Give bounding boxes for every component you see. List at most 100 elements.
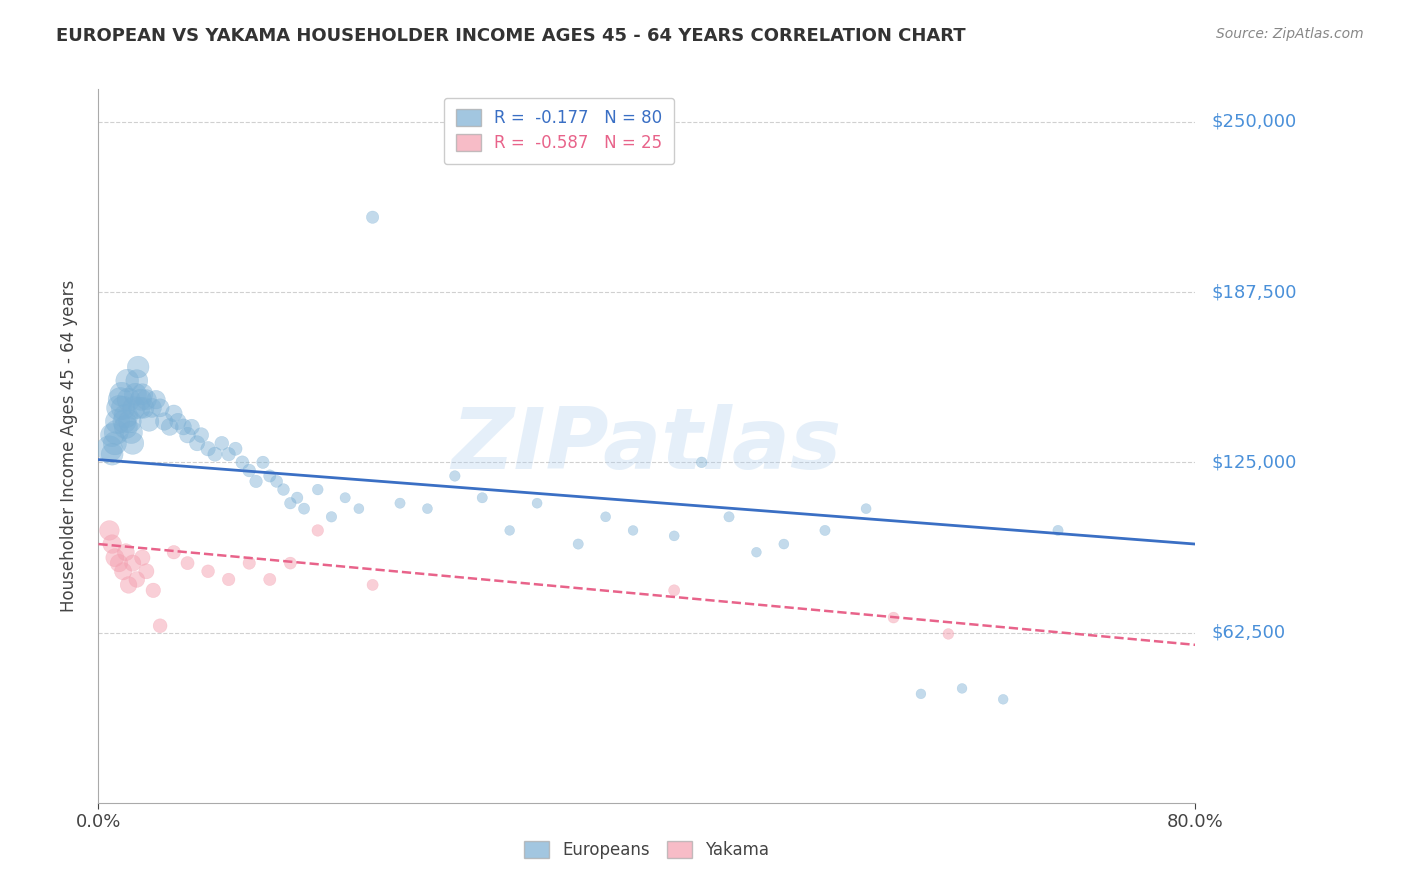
Point — [718, 509, 741, 524]
Text: $187,500: $187,500 — [1212, 283, 1298, 301]
Point — [444, 469, 467, 483]
Point — [112, 401, 135, 415]
Point — [122, 401, 145, 415]
Point — [883, 610, 905, 624]
Text: EUROPEAN VS YAKAMA HOUSEHOLDER INCOME AGES 45 - 64 YEARS CORRELATION CHART: EUROPEAN VS YAKAMA HOUSEHOLDER INCOME AG… — [56, 27, 966, 45]
Point — [125, 374, 148, 388]
Point — [238, 463, 260, 477]
Point — [218, 573, 240, 587]
Point — [280, 496, 302, 510]
Point — [186, 436, 208, 450]
Point — [499, 524, 522, 538]
Point — [621, 524, 644, 538]
Point — [526, 496, 548, 510]
Point — [567, 537, 589, 551]
Text: $62,500: $62,500 — [1212, 624, 1286, 641]
Point — [141, 401, 163, 415]
Point — [690, 455, 713, 469]
Point — [1046, 524, 1070, 538]
Y-axis label: Householder Income Ages 45 - 64 years: Householder Income Ages 45 - 64 years — [59, 280, 77, 612]
Point — [101, 428, 124, 442]
Text: ZIPatlas: ZIPatlas — [451, 404, 842, 488]
Point — [266, 475, 288, 489]
Point — [204, 447, 226, 461]
Point — [118, 415, 141, 429]
Point — [347, 501, 370, 516]
Point — [114, 415, 136, 429]
Point — [471, 491, 494, 505]
Point — [117, 392, 139, 407]
Point — [159, 420, 181, 434]
Point — [292, 501, 315, 516]
Point — [855, 501, 877, 516]
Point — [117, 578, 139, 592]
Point — [197, 442, 219, 456]
Point — [131, 387, 153, 401]
Point — [910, 687, 932, 701]
Point — [361, 211, 384, 225]
Point — [167, 415, 190, 429]
Point — [321, 509, 343, 524]
Point — [273, 483, 295, 497]
Point — [416, 501, 439, 516]
Point — [153, 415, 176, 429]
Point — [105, 425, 128, 440]
Point — [115, 409, 138, 423]
Point — [176, 428, 198, 442]
Point — [110, 392, 132, 407]
Text: $250,000: $250,000 — [1212, 113, 1298, 131]
Point — [664, 583, 686, 598]
Point — [121, 556, 143, 570]
Point — [938, 627, 960, 641]
Point — [104, 550, 127, 565]
Point — [307, 483, 329, 497]
Point — [120, 425, 142, 440]
Point — [218, 447, 240, 461]
Point — [245, 475, 267, 489]
Point — [115, 374, 138, 388]
Point — [197, 564, 219, 578]
Point — [145, 392, 167, 407]
Text: $125,000: $125,000 — [1212, 453, 1298, 471]
Point — [231, 455, 253, 469]
Point — [238, 556, 260, 570]
Point — [176, 556, 198, 570]
Point — [993, 692, 1015, 706]
Point — [124, 387, 146, 401]
Point — [280, 556, 302, 570]
Point — [595, 509, 617, 524]
Point — [252, 455, 274, 469]
Point — [745, 545, 768, 559]
Point — [149, 401, 172, 415]
Point — [814, 524, 837, 538]
Point — [101, 537, 124, 551]
Point — [128, 401, 150, 415]
Point — [259, 469, 281, 483]
Point — [172, 420, 194, 434]
Point — [115, 545, 138, 559]
Legend: Europeans, Yakama: Europeans, Yakama — [517, 834, 776, 866]
Point — [131, 550, 153, 565]
Point — [98, 524, 121, 538]
Point — [127, 359, 149, 374]
Point — [121, 436, 143, 450]
Point — [259, 573, 281, 587]
Point — [773, 537, 796, 551]
Point — [211, 436, 233, 450]
Point — [107, 415, 129, 429]
Point — [163, 406, 186, 420]
Point — [307, 524, 329, 538]
Point — [125, 573, 148, 587]
Point — [108, 556, 131, 570]
Point — [950, 681, 973, 696]
Point — [190, 428, 212, 442]
Point — [149, 619, 172, 633]
Point — [138, 415, 160, 429]
Point — [108, 401, 131, 415]
Point — [163, 545, 186, 559]
Point — [285, 491, 308, 505]
Point — [225, 442, 247, 456]
Point — [101, 447, 124, 461]
Point — [112, 564, 135, 578]
Point — [132, 401, 155, 415]
